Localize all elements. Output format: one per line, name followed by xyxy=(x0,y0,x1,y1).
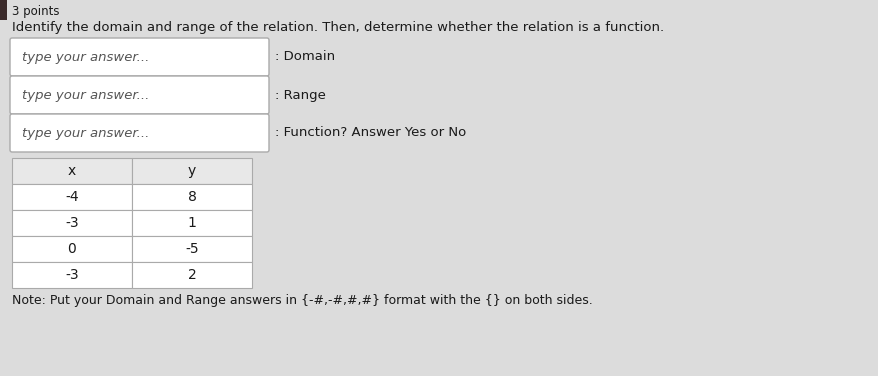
Text: : Function? Answer Yes or No: : Function? Answer Yes or No xyxy=(275,126,465,139)
Text: 0: 0 xyxy=(68,242,76,256)
FancyBboxPatch shape xyxy=(0,0,7,20)
Text: 1: 1 xyxy=(187,216,196,230)
FancyBboxPatch shape xyxy=(12,184,132,210)
Text: y: y xyxy=(188,164,196,178)
FancyBboxPatch shape xyxy=(12,236,132,262)
Text: Note: Put your Domain and Range answers in {-#,-#,#,#} format with the {} on bot: Note: Put your Domain and Range answers … xyxy=(12,294,592,307)
FancyBboxPatch shape xyxy=(132,262,252,288)
Text: -5: -5 xyxy=(185,242,198,256)
FancyBboxPatch shape xyxy=(132,184,252,210)
Text: 3 points: 3 points xyxy=(12,5,60,18)
FancyBboxPatch shape xyxy=(10,38,269,76)
FancyBboxPatch shape xyxy=(10,114,269,152)
Text: x: x xyxy=(68,164,76,178)
Text: -3: -3 xyxy=(65,268,79,282)
Text: 8: 8 xyxy=(187,190,196,204)
FancyBboxPatch shape xyxy=(12,210,132,236)
FancyBboxPatch shape xyxy=(132,210,252,236)
FancyBboxPatch shape xyxy=(132,236,252,262)
FancyBboxPatch shape xyxy=(12,158,132,184)
Text: 2: 2 xyxy=(187,268,196,282)
Text: Identify the domain and range of the relation. Then, determine whether the relat: Identify the domain and range of the rel… xyxy=(12,21,664,35)
FancyBboxPatch shape xyxy=(132,158,252,184)
FancyBboxPatch shape xyxy=(12,262,132,288)
Text: : Range: : Range xyxy=(275,88,326,102)
Text: -3: -3 xyxy=(65,216,79,230)
Text: : Domain: : Domain xyxy=(275,50,335,64)
Text: type your answer...: type your answer... xyxy=(22,88,149,102)
FancyBboxPatch shape xyxy=(10,76,269,114)
Text: type your answer...: type your answer... xyxy=(22,50,149,64)
Text: -4: -4 xyxy=(65,190,79,204)
Text: type your answer...: type your answer... xyxy=(22,126,149,139)
